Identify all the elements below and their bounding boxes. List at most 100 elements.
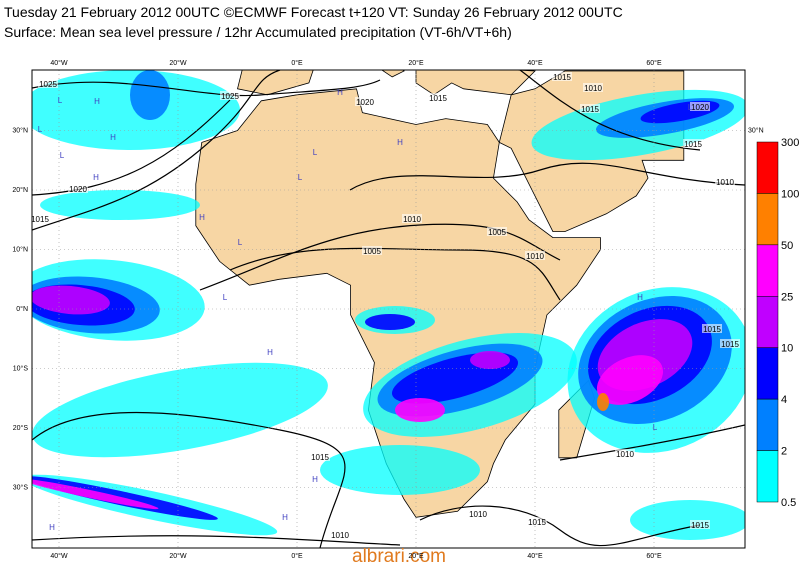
isobar-label-bg: [355, 97, 375, 106]
land: [415, 70, 536, 96]
isobar: [559, 424, 745, 461]
lon-label-bottom: 20°W: [169, 552, 187, 560]
legend-label: 2: [781, 446, 787, 458]
lat-label: 30°S: [13, 484, 29, 492]
isobar-label-bg: [720, 339, 740, 348]
isobar-label-bg: [615, 449, 635, 458]
isobar: [519, 70, 701, 151]
isobar: [32, 99, 231, 196]
lat-label: 10°S: [13, 365, 29, 373]
isobar: [419, 505, 701, 547]
pressure-center: H: [397, 138, 403, 147]
pressure-center: L: [653, 423, 658, 432]
isobar: [32, 535, 401, 546]
isobar-label: 1005: [363, 247, 381, 256]
isobar: [349, 162, 745, 191]
lat-label: 10°N: [12, 246, 28, 254]
lon-label-bottom: 40°E: [527, 552, 543, 560]
pressure-center: H: [110, 133, 116, 142]
isobar-label: 1010: [526, 252, 544, 261]
title: Tuesday 21 February 2012 00UTC ©ECMWF Fo…: [4, 4, 623, 20]
pressure-center: H: [267, 348, 273, 357]
precipitation-area: [320, 445, 480, 495]
isobar-label-bg: [487, 227, 507, 236]
isobar-label: 1025: [39, 80, 57, 89]
isobar-label: 1010: [403, 215, 421, 224]
isobar-label: 1010: [469, 510, 487, 519]
isobar-label: 1015: [429, 94, 447, 103]
isobar-label-bg: [38, 79, 58, 88]
isobar-label-bg: [220, 91, 240, 100]
pressure-center: L: [313, 148, 318, 157]
isobar-label-bg: [428, 93, 448, 102]
isobar-label-bg: [552, 72, 572, 81]
precipitation-area: [596, 355, 664, 405]
pressure-center: L: [60, 151, 65, 160]
precipitation-area: [630, 500, 745, 540]
pressure-center: L: [223, 293, 228, 302]
isobar-label-bg: [32, 214, 50, 223]
isobar: [32, 411, 346, 548]
isobar-label-bg: [402, 214, 422, 223]
lon-label-top: 20°E: [408, 59, 424, 67]
isobar-label: 1015: [581, 105, 599, 114]
isobar-label-bg: [583, 83, 603, 92]
isobar-label: 1025: [221, 92, 239, 101]
isobar-label: 1010: [584, 84, 602, 93]
lon-label-top: 60°E: [646, 59, 662, 67]
pressure-center: L: [688, 103, 693, 112]
watermark: albrari.com: [352, 546, 446, 567]
isobar-label-bg: [702, 324, 722, 333]
lat-label-right: 30°N: [748, 127, 764, 135]
legend-label: 50: [781, 240, 793, 252]
pressure-center: H: [93, 173, 99, 182]
precipitation-area: [40, 190, 200, 220]
isobar-label-bg: [683, 139, 703, 148]
isobar-label: 1015: [31, 215, 49, 224]
precipitation-area: [395, 398, 445, 422]
isobar-label-bg: [690, 520, 710, 529]
pressure-center: L: [58, 96, 63, 105]
lon-label-top: 0°E: [291, 59, 303, 67]
isobar-label-bg: [580, 104, 600, 113]
legend-label: 300: [781, 137, 799, 149]
isobar: [32, 79, 381, 97]
legend-label: 4: [781, 394, 787, 406]
lon-label-bottom: 0°E: [291, 552, 303, 560]
legend-label: 10: [781, 343, 793, 355]
isobar-label-bg: [525, 251, 545, 260]
isobar-label: 1015: [721, 340, 739, 349]
pressure-center: H: [49, 523, 55, 532]
isobar-label: 1015: [553, 73, 571, 82]
isobar-label-bg: [468, 509, 488, 518]
isobar-label-bg: [310, 452, 330, 461]
pressure-center: L: [38, 125, 43, 134]
isobar-label: 1015: [691, 521, 709, 530]
isobar-label: 1015: [703, 325, 721, 334]
isobar-label: 1020: [69, 185, 87, 194]
isobar-label-bg: [690, 102, 710, 111]
legend-swatch: [756, 398, 779, 451]
lon-label-bottom: 60°E: [646, 552, 662, 560]
pressure-center: H: [94, 97, 100, 106]
lat-label: 20°N: [12, 186, 28, 194]
lat-label: 20°S: [13, 424, 29, 432]
isobar-label: 1010: [616, 450, 634, 459]
precipitation-area: [32, 362, 328, 458]
isobar: [32, 70, 281, 231]
pressure-center: H: [637, 293, 643, 302]
isobar-label-bg: [362, 246, 382, 255]
lon-label-top: 20°W: [169, 59, 187, 67]
isobar-label-bg: [68, 184, 88, 193]
isobar: [229, 247, 561, 301]
isobar-label: 1010: [716, 178, 734, 187]
legend-swatch: [756, 244, 779, 297]
isobar-label-bg: [527, 517, 547, 526]
isobar-label: 1020: [356, 98, 374, 107]
precipitation-area: [32, 285, 110, 315]
pressure-center: H: [282, 513, 288, 522]
isobar-label-bg: [715, 177, 735, 186]
legend-label: 25: [781, 291, 793, 303]
